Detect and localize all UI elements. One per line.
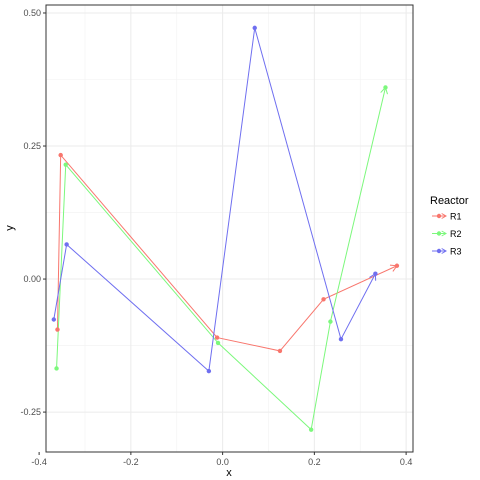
- series-r3-line: [53, 27, 376, 373]
- series-r3-point: [51, 317, 56, 322]
- panel-border: [45, 4, 414, 453]
- x-axis-ticks: -0.4 -0.2 0.0 0.2 0.4: [31, 452, 412, 467]
- series-r1-point: [321, 297, 326, 302]
- x-axis-label: x: [226, 467, 232, 479]
- y-tick-label: 0.00: [23, 274, 41, 284]
- grid-major: [46, 5, 413, 452]
- series-r1-point: [55, 327, 60, 332]
- y-axis-ticks: -0.25 0.00 0.25 0.50: [20, 8, 46, 417]
- y-axis-label: y: [4, 225, 16, 231]
- legend-item-r3-label: R3: [450, 247, 462, 257]
- legend-item-r3-key-point: [436, 248, 442, 254]
- series-r2-line: [56, 87, 386, 431]
- legend-item-r1-key-point: [436, 213, 442, 219]
- series-lines: [53, 27, 398, 431]
- legend-item-r3: R3: [432, 247, 462, 257]
- y-tick-label: 0.50: [23, 8, 41, 18]
- x-tick-label: -0.4: [31, 457, 47, 467]
- legend-item-r1-label: R1: [450, 212, 462, 222]
- legend: Reactor R1 R2 R3: [430, 195, 469, 257]
- series-r1-point: [58, 152, 63, 158]
- x-tick-label: -0.2: [123, 457, 139, 467]
- y-tick-label: -0.25: [20, 407, 41, 417]
- legend-item-r1: R1: [432, 212, 462, 222]
- series-r1-point: [277, 348, 283, 354]
- series-r3-point: [64, 242, 69, 247]
- y-tick-label: 0.25: [23, 141, 41, 151]
- legend-item-r1-key-arrow: [441, 213, 448, 219]
- series-r1-point: [394, 263, 400, 268]
- series-r2-point: [215, 340, 221, 346]
- legend-item-r3-key-arrow: [441, 248, 448, 254]
- series-r1-line: [56, 153, 398, 352]
- legend-item-r2-label: R2: [450, 229, 462, 239]
- series-points: [51, 25, 400, 432]
- legend-item-r2-key-arrow: [441, 230, 448, 237]
- series-r2-point: [54, 366, 59, 371]
- legend-item-r2-key-point: [436, 231, 442, 236]
- x-tick-label: 0.4: [400, 457, 413, 467]
- series-r3-point: [206, 368, 212, 374]
- series-r3-point: [252, 25, 257, 31]
- series-r2-point: [63, 162, 68, 167]
- series-r1-point: [214, 335, 220, 340]
- legend-item-r2: R2: [432, 229, 462, 239]
- series-r2-point: [308, 427, 314, 432]
- series-r3-point: [338, 336, 344, 342]
- series-r2-point: [328, 319, 333, 324]
- series-r2-point: [383, 85, 388, 90]
- series-r3-point: [373, 271, 378, 276]
- x-tick-label: 0.2: [308, 457, 321, 467]
- legend-title: Reactor: [430, 195, 469, 207]
- x-tick-label: 0.0: [216, 457, 229, 467]
